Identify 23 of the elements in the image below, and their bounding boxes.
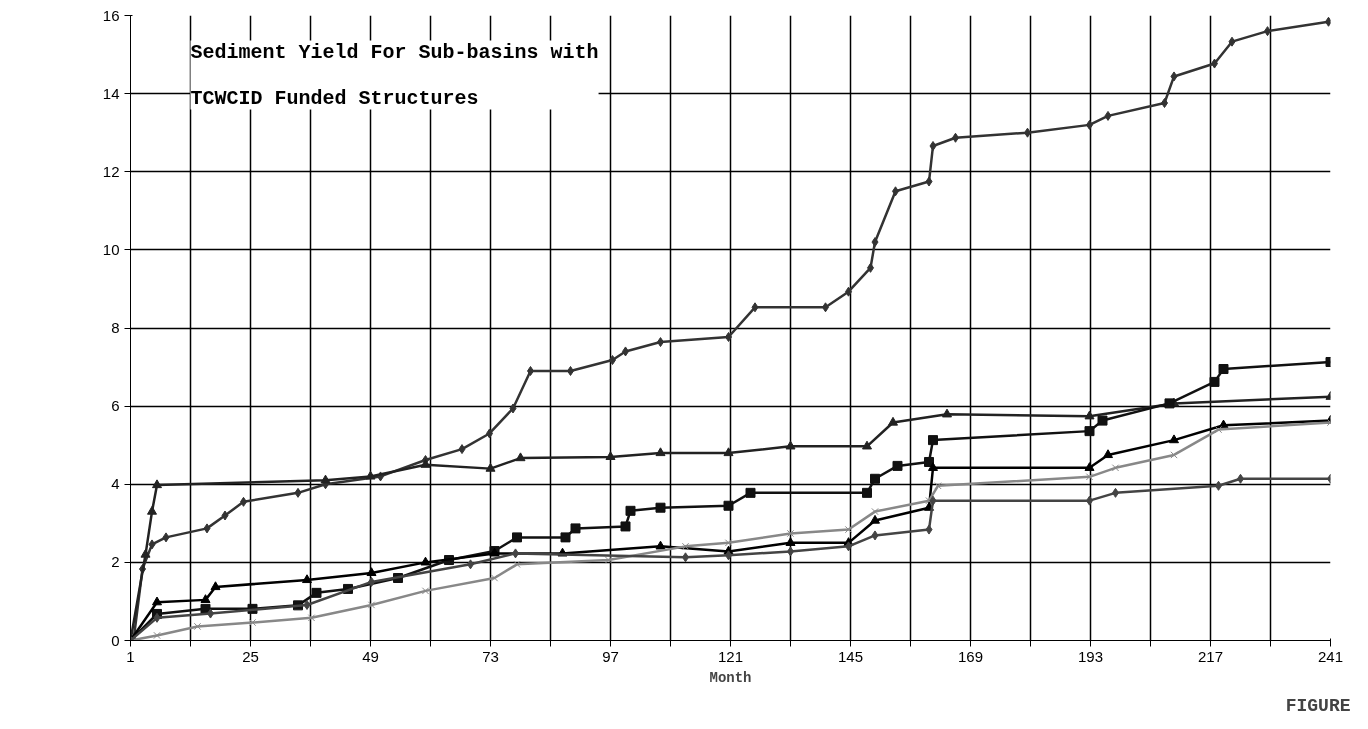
x-tick-label: 1	[126, 647, 135, 665]
y-tick-label: 4	[111, 475, 120, 493]
x-tick-label: 241	[1317, 647, 1344, 665]
x-tick-label: 217	[1197, 647, 1224, 665]
y-tick-label: 8	[111, 319, 120, 336]
x-axis-title: Month	[709, 669, 752, 686]
y-tick-label: 10	[102, 240, 120, 258]
x-tick-label: 145	[837, 647, 864, 665]
x-tick-label: 49	[362, 647, 379, 665]
x-tick-label: 169	[957, 647, 984, 665]
y-tick-label: 14	[102, 84, 120, 102]
y-tick-label: 0	[111, 631, 120, 649]
text: FIGURE	[1285, 695, 1351, 716]
y-tick-label: 6	[111, 397, 120, 415]
x-tick-label: 73	[482, 647, 499, 665]
x-tick-label: 193	[1077, 647, 1104, 665]
y-tick-label: 12	[102, 162, 120, 180]
x-tick-label: 97	[602, 647, 619, 665]
x-tick-label: 121	[717, 647, 744, 665]
y-tick-label: 16	[102, 6, 120, 24]
text: Sediment Yield For Sub-basins with TCWCID Funded Structures	[190, 40, 599, 110]
y-tick-label: 2	[111, 553, 120, 571]
x-tick-label: 25	[242, 647, 259, 665]
